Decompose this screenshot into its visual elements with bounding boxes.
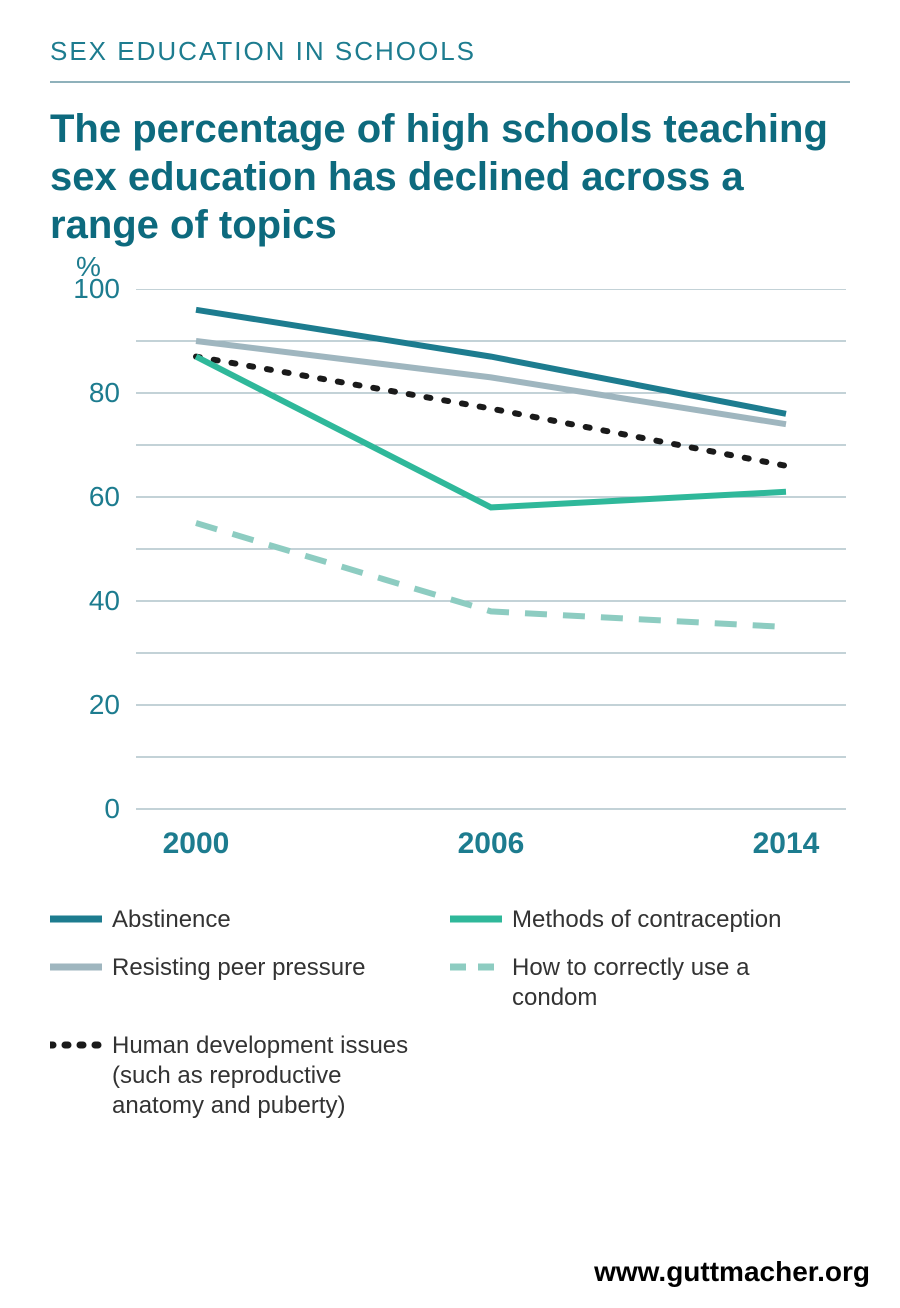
legend-swatch: [50, 1031, 102, 1059]
y-tick-label: 20: [50, 689, 120, 721]
y-tick-label: 60: [50, 481, 120, 513]
x-tick-label: 2000: [146, 827, 246, 861]
legend-label: Resisting peer pressure: [102, 953, 365, 983]
y-tick-label: 40: [50, 585, 120, 617]
legend-label: Abstinence: [102, 905, 231, 935]
x-tick-label: 2006: [441, 827, 541, 861]
legend-item-contraception: Methods of contraception: [450, 905, 830, 935]
x-tick-label: 2014: [736, 827, 836, 861]
legend: Abstinence Methods of contraception Resist…: [50, 905, 850, 1121]
line-chart: % 020406080100200020062014: [50, 289, 850, 879]
kicker: SEX EDUCATION IN SCHOOLS: [50, 36, 850, 83]
y-tick-label: 100: [50, 273, 120, 305]
series-condom: [196, 523, 786, 627]
headline: The percentage of high schools teaching …: [50, 105, 850, 249]
legend-swatch: [50, 953, 102, 981]
legend-item-abstinence: Abstinence: [50, 905, 430, 935]
legend-item-peer_pressure: Resisting peer pressure: [50, 953, 430, 1013]
legend-label: Methods of contraception: [502, 905, 782, 935]
legend-swatch: [450, 953, 502, 981]
legend-item-human_dev: Human development issues (such as reprod…: [50, 1031, 430, 1121]
legend-swatch: [50, 905, 102, 933]
y-tick-label: 80: [50, 377, 120, 409]
legend-label: How to correctly use a condom: [502, 953, 830, 1013]
legend-label: Human development issues (such as reprod…: [102, 1031, 430, 1121]
legend-item-condom: How to correctly use a condom: [450, 953, 830, 1013]
legend-swatch: [450, 905, 502, 933]
y-tick-label: 0: [50, 793, 120, 825]
source-url: www.guttmacher.org: [594, 1256, 870, 1288]
series-abstinence: [196, 310, 786, 414]
chart-svg: [50, 289, 846, 879]
series-peer_pressure: [196, 341, 786, 424]
